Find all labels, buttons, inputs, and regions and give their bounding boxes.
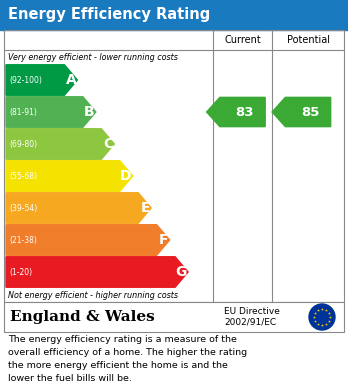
Polygon shape [6, 65, 77, 95]
Text: Energy Efficiency Rating: Energy Efficiency Rating [8, 7, 210, 23]
Polygon shape [207, 97, 265, 127]
Polygon shape [6, 257, 188, 287]
Text: (81-91): (81-91) [9, 108, 37, 117]
Text: Potential: Potential [286, 35, 330, 45]
Polygon shape [6, 161, 133, 191]
Text: F: F [159, 233, 169, 247]
Text: D: D [120, 169, 132, 183]
Text: E: E [141, 201, 150, 215]
Text: 85: 85 [301, 106, 319, 118]
Bar [0, 0, 348, 30]
Text: (39-54): (39-54) [9, 203, 37, 212]
Text: (92-100): (92-100) [9, 75, 42, 84]
Text: Current: Current [224, 35, 261, 45]
Text: The energy efficiency rating is a measure of the
overall efficiency of a home. T: The energy efficiency rating is a measur… [8, 335, 247, 382]
Text: EU Directive
2002/91/EC: EU Directive 2002/91/EC [224, 307, 280, 327]
Text: England & Wales: England & Wales [10, 310, 155, 324]
Text: (21-38): (21-38) [9, 235, 37, 244]
Text: 83: 83 [235, 106, 254, 118]
Text: B: B [84, 105, 95, 119]
Text: (1-20): (1-20) [9, 267, 32, 276]
Polygon shape [6, 193, 151, 223]
Text: G: G [176, 265, 187, 279]
Polygon shape [6, 129, 114, 159]
Text: C: C [103, 137, 113, 151]
Text: (69-80): (69-80) [9, 140, 37, 149]
Bar [4, 302, 344, 332]
Polygon shape [272, 97, 331, 127]
Text: Not energy efficient - higher running costs: Not energy efficient - higher running co… [8, 291, 178, 300]
Circle shape [309, 304, 335, 330]
Bar [4, 30, 344, 302]
Polygon shape [6, 97, 96, 127]
Text: Very energy efficient - lower running costs: Very energy efficient - lower running co… [8, 52, 178, 61]
Text: A: A [66, 73, 77, 87]
Polygon shape [6, 225, 169, 255]
Text: (55-68): (55-68) [9, 172, 37, 181]
